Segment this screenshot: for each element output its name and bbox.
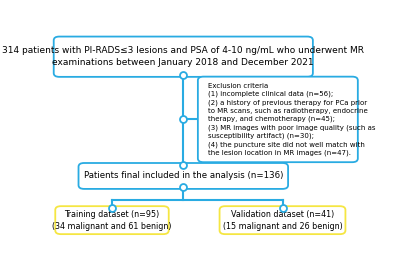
Text: Patients final included in the analysis (n=136): Patients final included in the analysis … [84,171,283,180]
FancyBboxPatch shape [198,77,358,162]
FancyBboxPatch shape [78,163,288,189]
Text: Validation dataset (n=41)
(15 malignant and 26 benign): Validation dataset (n=41) (15 malignant … [223,210,342,231]
Text: 314 patients with PI-RADS≤3 lesions and PSA of 4-10 ng/mL who underwent MR
exami: 314 patients with PI-RADS≤3 lesions and … [2,46,364,67]
FancyBboxPatch shape [220,206,346,234]
Text: Exclusion criteria
(1) incomplete clinical data (n=56);
(2) a history of previou: Exclusion criteria (1) incomplete clinic… [208,83,376,156]
FancyBboxPatch shape [55,206,169,234]
Text: Training dataset (n=95)
(34 malignant and 61 benign): Training dataset (n=95) (34 malignant an… [52,210,172,231]
FancyBboxPatch shape [54,37,313,77]
